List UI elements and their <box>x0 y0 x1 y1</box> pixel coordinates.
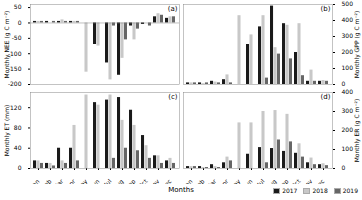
svg-text:Dec: Dec <box>312 177 325 184</box>
svg-text:200: 200 <box>342 126 354 133</box>
svg-text:Jan: Jan <box>181 177 194 184</box>
svg-text:Jan: Jan <box>28 177 41 184</box>
svg-text:400: 400 <box>342 16 354 23</box>
svg-text:Dec: Dec <box>159 177 172 184</box>
svg-text:(c): (c) <box>168 93 178 101</box>
svg-text:Mar: Mar <box>52 177 65 184</box>
svg-text:Monthly ER (g C m⁻²): Monthly ER (g C m⁻²) <box>353 99 361 163</box>
svg-text:-200: -200 <box>8 80 22 87</box>
svg-text:Aug: Aug <box>111 177 125 184</box>
svg-text:Feb: Feb <box>40 177 53 184</box>
svg-text:400: 400 <box>342 88 354 95</box>
svg-text:-100: -100 <box>8 50 22 57</box>
svg-text:Apr: Apr <box>64 177 77 184</box>
svg-text:Aug: Aug <box>264 177 278 184</box>
svg-text:(d): (d) <box>321 93 331 101</box>
svg-text:Monthly ET (mm): Monthly ET (mm) <box>3 105 11 157</box>
svg-text:0: 0 <box>18 19 22 26</box>
svg-text:40: 40 <box>14 144 22 151</box>
svg-text:300: 300 <box>342 107 354 114</box>
svg-text:May: May <box>75 177 90 184</box>
svg-text:(b): (b) <box>321 5 331 13</box>
svg-text:-50: -50 <box>12 34 22 41</box>
html-text:2017: 2017 <box>282 187 298 194</box>
svg-text:200: 200 <box>342 48 354 55</box>
svg-text:Jun: Jun <box>241 177 254 184</box>
svg-text:May: May <box>228 177 243 184</box>
html-text:2019: 2019 <box>342 187 358 194</box>
svg-text:500: 500 <box>342 0 354 7</box>
svg-text:Sep: Sep <box>277 177 291 184</box>
svg-text:50: 50 <box>14 3 22 10</box>
svg-text:Feb: Feb <box>193 177 206 184</box>
svg-text:300: 300 <box>342 32 354 39</box>
svg-text:0: 0 <box>18 164 22 171</box>
svg-text:Jul: Jul <box>255 177 267 184</box>
svg-text:Jun: Jun <box>88 177 101 184</box>
svg-text:Monthly NEE (g C m⁻²): Monthly NEE (g C m⁻²) <box>3 11 11 79</box>
svg-text:0: 0 <box>342 164 346 171</box>
svg-text:Oct: Oct <box>289 177 302 184</box>
html-text:2018: 2018 <box>312 187 328 194</box>
svg-text:Apr: Apr <box>217 177 230 184</box>
svg-text:Monthly GPP (g C m⁻²): Monthly GPP (g C m⁻²) <box>353 11 361 79</box>
html-text:Months: Months <box>168 186 194 194</box>
svg-text:-150: -150 <box>8 65 22 72</box>
svg-text:Nov: Nov <box>300 177 314 184</box>
svg-text:Sep: Sep <box>124 177 138 184</box>
svg-text:80: 80 <box>14 124 22 131</box>
svg-text:0: 0 <box>342 80 346 87</box>
svg-text:100: 100 <box>342 145 354 152</box>
svg-text:(a): (a) <box>168 5 178 13</box>
svg-text:100: 100 <box>342 64 354 71</box>
svg-text:Nov: Nov <box>147 177 161 184</box>
svg-text:120: 120 <box>10 104 22 111</box>
svg-text:Oct: Oct <box>136 177 149 184</box>
svg-text:Mar: Mar <box>205 177 218 184</box>
svg-text:Jul: Jul <box>102 177 114 184</box>
